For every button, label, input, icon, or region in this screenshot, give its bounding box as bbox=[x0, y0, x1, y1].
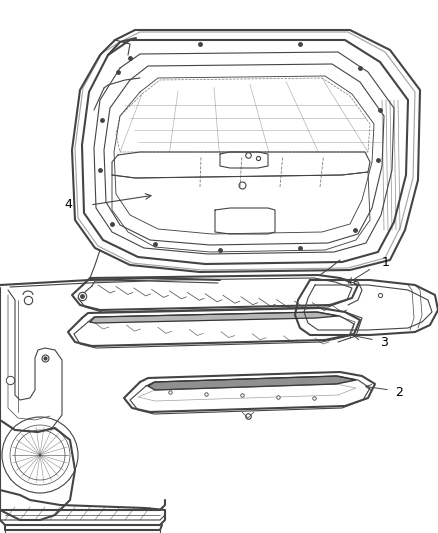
Polygon shape bbox=[148, 376, 356, 390]
Text: 4: 4 bbox=[64, 198, 72, 212]
Polygon shape bbox=[90, 312, 338, 323]
Text: 3: 3 bbox=[380, 335, 388, 349]
Text: 2: 2 bbox=[395, 385, 403, 399]
Text: 1: 1 bbox=[382, 255, 390, 269]
